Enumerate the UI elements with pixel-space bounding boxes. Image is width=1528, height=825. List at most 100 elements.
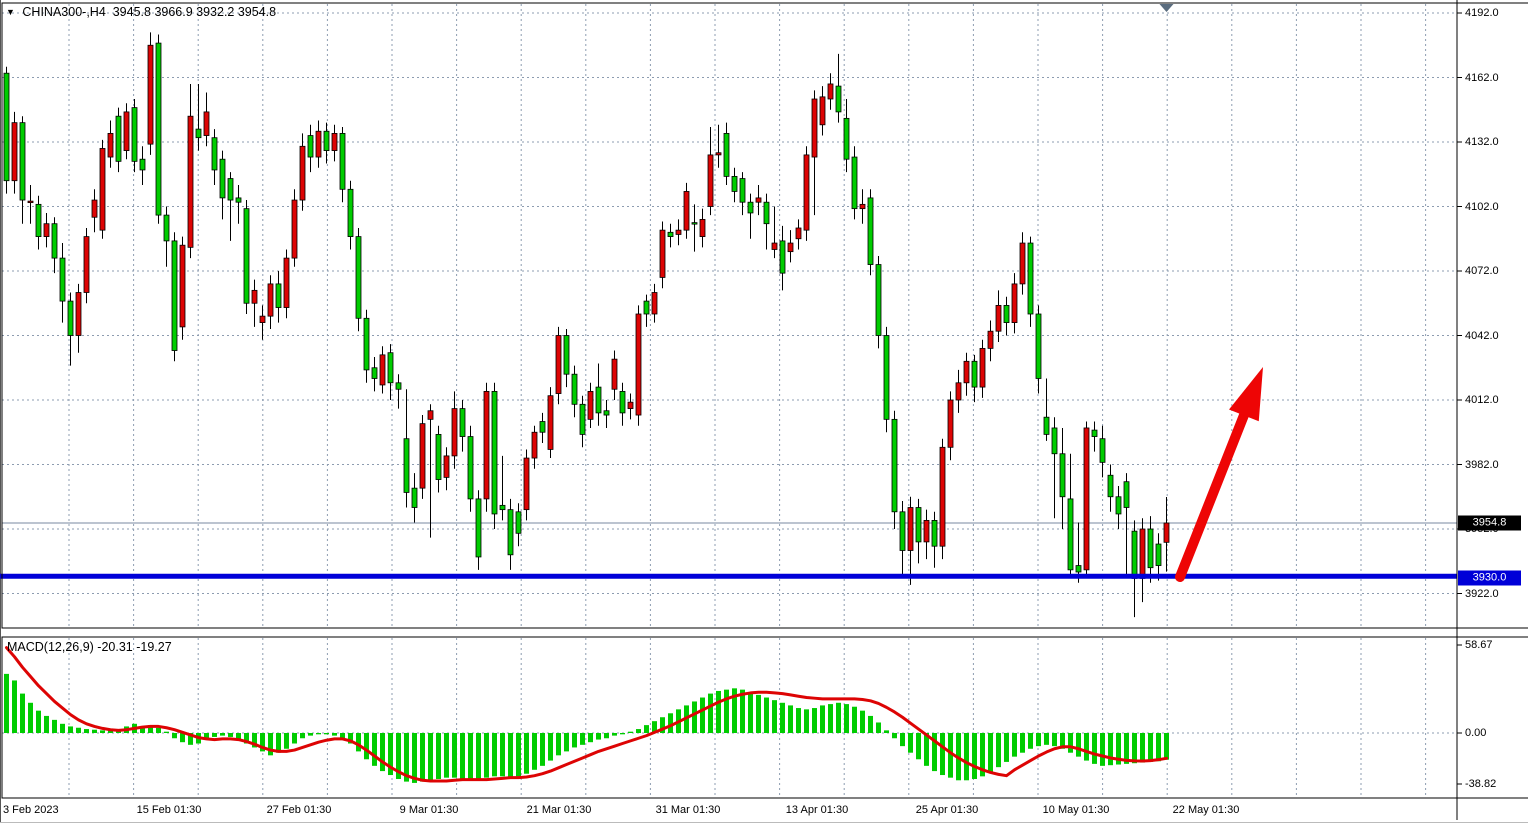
trend-arrow-head[interactable] [1229,367,1263,422]
macd-bar [652,721,657,733]
candle [547,395,554,450]
macd-bar [92,729,97,733]
candle [1043,416,1050,435]
macd-bar [436,733,441,779]
current-price-badge: 3954.8 [1458,515,1521,531]
macd-bar [1052,733,1057,747]
macd-bar [100,730,105,733]
macd-bar [764,697,769,733]
macd-bar [1132,733,1137,764]
candle [595,386,602,414]
candle [315,130,322,158]
macd-bar [532,733,537,770]
candle [875,264,882,336]
macd-bar [356,733,361,752]
macd-bar [1092,733,1097,764]
candle [827,83,834,100]
candle [1075,565,1082,573]
macd-bar [36,710,41,733]
candle [635,313,642,416]
macd-bar [140,726,145,733]
macd-bar [244,733,249,744]
macd-bar [380,733,385,772]
candle [411,487,418,508]
macd-bar [372,733,377,766]
macd-bar [860,710,865,733]
macd-bar [876,722,881,733]
macd-bar [1108,733,1113,766]
candle [155,42,162,216]
macd-bar [948,733,953,778]
candle [667,231,674,238]
macd-bar [892,733,897,739]
macd-bar [44,715,49,733]
candle [1091,429,1098,437]
macd-bar [60,723,65,733]
trend-arrow-shaft[interactable] [1175,404,1252,582]
date-label: 15 Feb 01:30 [136,804,202,816]
candle [131,107,138,162]
price-scale-label: 4102.0 [1465,200,1499,213]
macd-bar [708,693,713,733]
candle [355,236,362,319]
macd-bar [788,705,793,733]
candle [1027,242,1034,315]
macd-bar [564,733,569,752]
candle [723,132,730,177]
macd-bar [884,730,889,733]
macd-bar [1028,733,1033,749]
support-line-price-badge: 3930.0 [1458,570,1521,586]
macd-bar [404,733,409,782]
macd-bar [164,731,169,733]
candle [555,335,562,394]
macd-bar [252,733,257,748]
macd-bar [612,733,617,736]
macd-bar [476,733,481,781]
candle [267,283,274,317]
macd-bar [180,733,185,743]
candle [291,199,298,259]
candle [483,390,490,500]
main-chart-panel-border [1,2,1458,629]
macd-bar [668,713,673,733]
candle [947,399,954,448]
macd-bar [444,733,449,778]
macd-bar [412,733,417,783]
macd-bar [980,733,985,777]
candle [1115,496,1122,515]
last-bar-marker-icon [1159,4,1174,12]
candle [787,242,794,253]
candle [955,382,962,401]
macd-bar [908,733,913,753]
macd-bar [324,733,329,735]
macd-bar [484,733,489,778]
candle [43,223,50,237]
candle [915,507,922,543]
candle [1163,522,1170,543]
candle [115,115,122,162]
dropdown-triangle-icon[interactable]: ▼ [6,7,15,17]
candle [1059,453,1066,498]
candle [627,401,634,409]
candle [459,408,466,437]
macd-bar [732,688,737,733]
candle [1083,427,1090,571]
candle [1155,543,1162,566]
ohlc-readout: 3945.8 3966.9 3932.2 3954.8 [112,5,277,19]
candle [819,96,826,126]
macd-bar [828,704,833,733]
candle [571,373,578,405]
macd-scale-label: 58.67 [1465,639,1493,651]
candle [683,191,690,231]
macd-bar [1124,733,1129,764]
candle [387,352,394,384]
macd-bar [940,733,945,776]
candle [699,218,706,237]
candle [491,390,498,515]
candle [307,135,314,158]
candle [379,354,386,386]
candle [347,188,354,238]
candle [91,199,98,218]
